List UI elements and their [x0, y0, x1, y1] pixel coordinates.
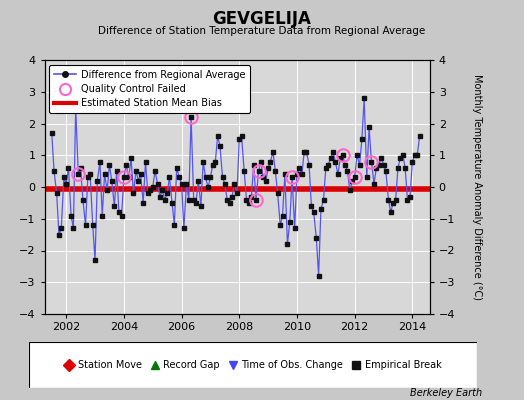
Legend: Station Move, Record Gap, Time of Obs. Change, Empirical Break: Station Move, Record Gap, Time of Obs. C…	[61, 357, 444, 373]
Text: Difference of Station Temperature Data from Regional Average: Difference of Station Temperature Data f…	[99, 26, 425, 36]
Y-axis label: Monthly Temperature Anomaly Difference (°C): Monthly Temperature Anomaly Difference (…	[472, 74, 482, 300]
Text: GEVGELIJA: GEVGELIJA	[213, 10, 311, 28]
Text: Berkeley Earth: Berkeley Earth	[410, 388, 482, 398]
Legend: Difference from Regional Average, Quality Control Failed, Estimated Station Mean: Difference from Regional Average, Qualit…	[49, 65, 250, 113]
